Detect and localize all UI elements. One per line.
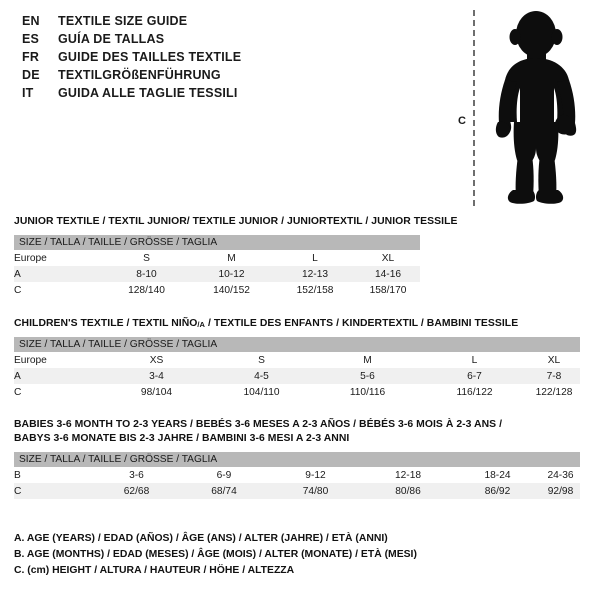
table-cell: XS bbox=[104, 352, 209, 368]
row-label: C bbox=[14, 483, 94, 499]
language-title: GUIDA ALLE TAGLIE TESSILI bbox=[58, 86, 238, 100]
table-row: B 3-6 6-9 9-12 12-18 18-24 24-36 bbox=[14, 467, 580, 483]
table-cell: S bbox=[209, 352, 314, 368]
table-row: Europe XS S M L XL bbox=[14, 352, 580, 368]
table-cell: 4-5 bbox=[209, 368, 314, 384]
table-row: Europe S M L XL bbox=[14, 250, 420, 266]
section-heading-post: / TEXTILE DES ENFANTS / KINDERTEXTIL / B… bbox=[205, 318, 519, 329]
table-row: C 98/104 104/110 110/116 116/122 122/128 bbox=[14, 384, 580, 400]
section-heading-line1: BABIES 3-6 MONTH TO 2-3 YEARS / BEBÉS 3-… bbox=[14, 419, 503, 430]
language-code: IT bbox=[22, 86, 34, 100]
table-cell: 6-7 bbox=[421, 368, 528, 384]
table-cell: 68/74 bbox=[179, 483, 269, 499]
table-cell: XL bbox=[528, 352, 580, 368]
table-band-label: SIZE / TALLA / TAILLE / GRÖSSE / TAGLIA bbox=[14, 452, 580, 467]
child-silhouette-icon bbox=[495, 11, 577, 204]
table-cell: 9-12 bbox=[269, 467, 362, 483]
language-code: DE bbox=[22, 68, 40, 82]
table-cell: 12-18 bbox=[362, 467, 454, 483]
table-cell: 140/152 bbox=[189, 282, 274, 298]
table-cell: 6-9 bbox=[179, 467, 269, 483]
table-cell: 3-6 bbox=[94, 467, 179, 483]
row-label: B bbox=[14, 467, 94, 483]
language-code: EN bbox=[22, 14, 40, 28]
table-cell: 110/116 bbox=[314, 384, 421, 400]
table-cell: 12-13 bbox=[274, 266, 356, 282]
table-cell: 8-10 bbox=[104, 266, 189, 282]
table-cell: 14-16 bbox=[356, 266, 420, 282]
table-cell: 10-12 bbox=[189, 266, 274, 282]
language-code: ES bbox=[22, 32, 40, 46]
table-cell: 5-6 bbox=[314, 368, 421, 384]
table-row: C 62/68 68/74 74/80 80/86 86/92 92/98 bbox=[14, 483, 580, 499]
language-title: TEXTILE SIZE GUIDE bbox=[58, 14, 188, 28]
section-junior-textile: JUNIOR TEXTILE / TEXTIL JUNIOR/ TEXTILE … bbox=[14, 215, 457, 298]
legend-block: A. AGE (YEARS) / EDAD (AÑOS) / ÂGE (ANS)… bbox=[14, 531, 417, 579]
row-label: A bbox=[14, 266, 104, 282]
section-babies-textile: BABIES 3-6 MONTH TO 2-3 YEARS / BEBÉS 3-… bbox=[14, 418, 580, 499]
table-cell: 80/86 bbox=[362, 483, 454, 499]
table-cell: M bbox=[314, 352, 421, 368]
row-label: A bbox=[14, 368, 104, 384]
language-row: FR GUIDE DES TAILLES TEXTILE bbox=[22, 50, 442, 68]
table-cell: 18-24 bbox=[454, 467, 541, 483]
table-row: A 3-4 4-5 5-6 6-7 7-8 bbox=[14, 368, 580, 384]
table-cell: 3-4 bbox=[104, 368, 209, 384]
height-dashed-line-icon bbox=[473, 10, 475, 206]
table-row: C 128/140 140/152 152/158 158/170 bbox=[14, 282, 420, 298]
language-title-block: EN TEXTILE SIZE GUIDE ES GUÍA DE TALLAS … bbox=[22, 14, 442, 104]
language-code: FR bbox=[22, 50, 40, 64]
section-heading-subscript: /A bbox=[197, 320, 206, 329]
table-cell: 104/110 bbox=[209, 384, 314, 400]
row-label: C bbox=[14, 384, 104, 400]
table-cell: 122/128 bbox=[528, 384, 580, 400]
table-band-row: SIZE / TALLA / TAILLE / GRÖSSE / TAGLIA bbox=[14, 235, 420, 250]
legend-line-b: B. AGE (MONTHS) / EDAD (MESES) / ÂGE (MO… bbox=[14, 549, 417, 560]
section-heading: JUNIOR TEXTILE / TEXTIL JUNIOR/ TEXTILE … bbox=[14, 216, 458, 227]
junior-size-table: SIZE / TALLA / TAILLE / GRÖSSE / TAGLIA … bbox=[14, 235, 420, 298]
table-cell: 152/158 bbox=[274, 282, 356, 298]
children-size-table: SIZE / TALLA / TAILLE / GRÖSSE / TAGLIA … bbox=[14, 337, 580, 400]
language-title: TEXTILGRÖßENFÜHRUNG bbox=[58, 68, 221, 82]
section-heading-pre: CHILDREN'S TEXTILE / TEXTIL NIÑO bbox=[14, 318, 198, 329]
height-measurement-figure: C bbox=[450, 8, 595, 208]
table-cell: 92/98 bbox=[541, 483, 580, 499]
table-cell: 116/122 bbox=[421, 384, 528, 400]
table-cell: S bbox=[104, 250, 189, 266]
table-row: A 8-10 10-12 12-13 14-16 bbox=[14, 266, 420, 282]
table-cell: 62/68 bbox=[94, 483, 179, 499]
legend-line-a: A. AGE (YEARS) / EDAD (AÑOS) / ÂGE (ANS)… bbox=[14, 533, 388, 544]
language-row: EN TEXTILE SIZE GUIDE bbox=[22, 14, 442, 32]
table-cell: 86/92 bbox=[454, 483, 541, 499]
language-row: ES GUÍA DE TALLAS bbox=[22, 32, 442, 50]
section-childrens-textile: CHILDREN'S TEXTILE / TEXTIL NIÑO/A / TEX… bbox=[14, 317, 580, 400]
table-cell: 128/140 bbox=[104, 282, 189, 298]
table-cell: 158/170 bbox=[356, 282, 420, 298]
table-cell: 24-36 bbox=[541, 467, 580, 483]
table-band-row: SIZE / TALLA / TAILLE / GRÖSSE / TAGLIA bbox=[14, 337, 580, 352]
row-label: Europe bbox=[14, 352, 104, 368]
table-cell: M bbox=[189, 250, 274, 266]
table-cell: 74/80 bbox=[269, 483, 362, 499]
table-cell: L bbox=[421, 352, 528, 368]
table-cell: L bbox=[274, 250, 356, 266]
language-title: GUÍA DE TALLAS bbox=[58, 32, 165, 46]
table-band-label: SIZE / TALLA / TAILLE / GRÖSSE / TAGLIA bbox=[14, 235, 420, 250]
table-cell: 98/104 bbox=[104, 384, 209, 400]
row-label: C bbox=[14, 282, 104, 298]
table-band-label: SIZE / TALLA / TAILLE / GRÖSSE / TAGLIA bbox=[14, 337, 580, 352]
height-axis-label: C bbox=[458, 115, 466, 127]
language-row: IT GUIDA ALLE TAGLIE TESSILI bbox=[22, 86, 442, 104]
table-cell: 7-8 bbox=[528, 368, 580, 384]
babies-size-table: SIZE / TALLA / TAILLE / GRÖSSE / TAGLIA … bbox=[14, 452, 580, 499]
table-band-row: SIZE / TALLA / TAILLE / GRÖSSE / TAGLIA bbox=[14, 452, 580, 467]
row-label: Europe bbox=[14, 250, 104, 266]
language-row: DE TEXTILGRÖßENFÜHRUNG bbox=[22, 68, 442, 86]
section-heading-line2: BABYS 3-6 MONATE BIS 2-3 JAHRE / BAMBINI… bbox=[14, 433, 350, 444]
table-cell: XL bbox=[356, 250, 420, 266]
legend-line-c: C. (cm) HEIGHT / ALTURA / HAUTEUR / HÖHE… bbox=[14, 565, 295, 576]
language-title: GUIDE DES TAILLES TEXTILE bbox=[58, 50, 242, 64]
section-heading: CHILDREN'S TEXTILE / TEXTIL NIÑO/A / TEX… bbox=[14, 317, 580, 331]
